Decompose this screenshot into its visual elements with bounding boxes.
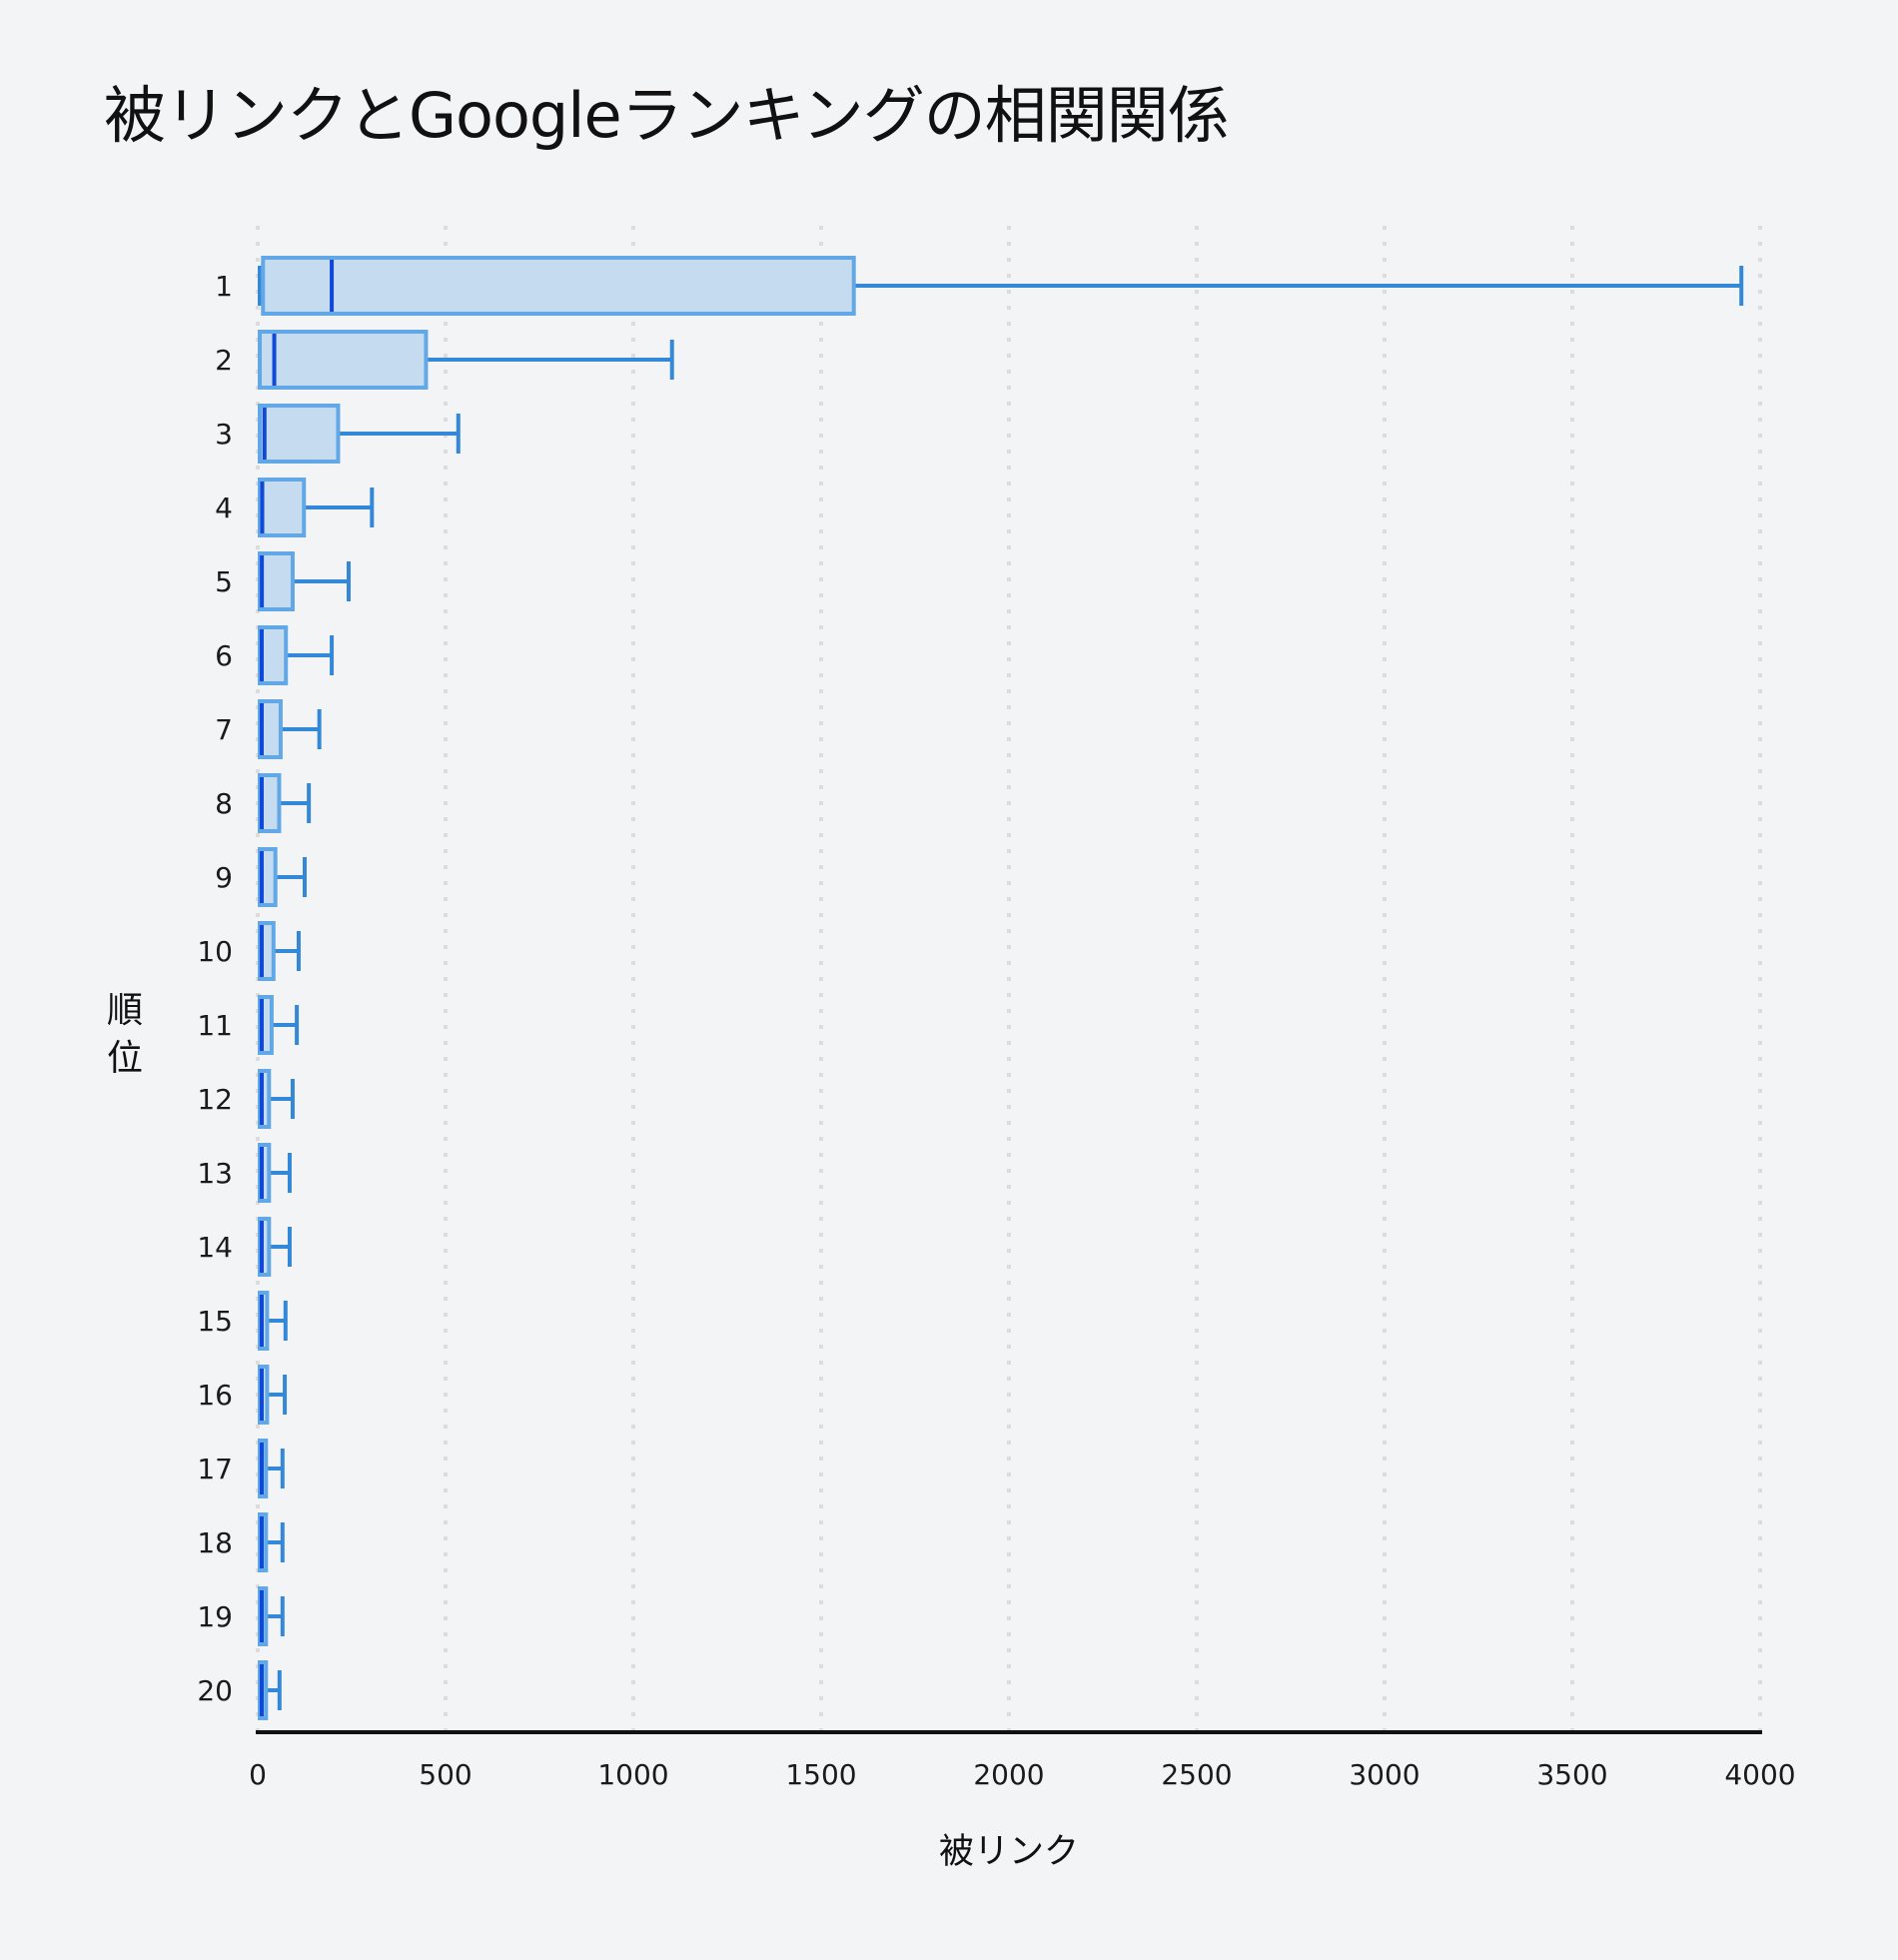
y-tick-label: 19 [197,1600,233,1633]
x-tick-labels: 0 500 1000 1500 2000 2500 3000 3500 4000 [249,1758,1796,1791]
box-rank-7 [258,699,322,759]
box-rank-17 [258,1439,285,1498]
x-tick-label: 1500 [785,1758,856,1791]
chart-title: 被リンクとGoogleランキングの相関関係 [104,79,1230,152]
y-tick-label: 11 [197,1009,233,1042]
x-axis-title: 被リンク [938,1832,1079,1872]
x-tick-label: 3000 [1349,1758,1420,1791]
box-rank-19 [258,1586,285,1646]
box-rank-11 [258,995,300,1055]
y-tick-label: 8 [215,787,233,820]
y-tick-label: 1 [215,270,233,303]
x-tick-label: 0 [249,1758,267,1791]
y-tick-label: 10 [197,935,233,968]
x-tick-label: 2500 [1161,1758,1232,1791]
box-rank-3 [258,404,461,464]
box-rank-10 [258,921,301,981]
y-tick-label: 9 [215,861,233,894]
y-tick-label: 12 [197,1083,233,1116]
y-tick-label: 17 [197,1453,233,1485]
box-rank-4 [258,478,375,537]
box-rank-16 [258,1365,288,1425]
y-tick-label: 18 [197,1526,233,1559]
iqr-box [258,478,307,537]
iqr-box [258,330,429,390]
y-tick-label: 3 [215,418,233,451]
iqr-box [258,404,341,464]
y-tick-label: 4 [215,491,233,524]
y-tick-label: 15 [197,1305,233,1338]
x-tick-label: 500 [419,1758,472,1791]
box-rank-15 [258,1291,288,1351]
box-rank-14 [258,1217,292,1277]
y-tick-label: 16 [197,1379,233,1412]
y-tick-label: 2 [215,344,233,377]
box-rank-9 [258,847,307,907]
box-rank-1 [258,256,1744,316]
box-rank-6 [258,625,335,685]
box-rank-12 [258,1069,295,1129]
y-tick-label: 13 [197,1157,233,1190]
y-tick-label: 7 [215,713,233,746]
iqr-box [258,551,295,611]
y-tick-label: 5 [215,565,233,598]
x-tick-label: 4000 [1724,1758,1795,1791]
box-series [258,256,1744,1720]
box-rank-5 [258,551,351,611]
x-tick-label: 3500 [1536,1758,1607,1791]
y-axis-title-char-1: 順 [106,990,143,1031]
box-rank-18 [258,1512,285,1572]
y-axis-title: 順 位 [100,987,150,1083]
iqr-box [261,256,856,316]
box-rank-20 [258,1660,282,1720]
box-rank-8 [258,773,312,833]
box-rank-2 [258,330,674,390]
x-tick-label: 2000 [973,1758,1044,1791]
gridlines [256,226,1762,1730]
box-rank-13 [258,1143,292,1203]
y-tick-label: 6 [215,639,233,672]
y-tick-label: 20 [197,1674,233,1707]
x-tick-label: 1000 [597,1758,668,1791]
y-tick-label: 14 [197,1231,233,1264]
y-axis-title-char-2: 位 [106,1038,143,1079]
